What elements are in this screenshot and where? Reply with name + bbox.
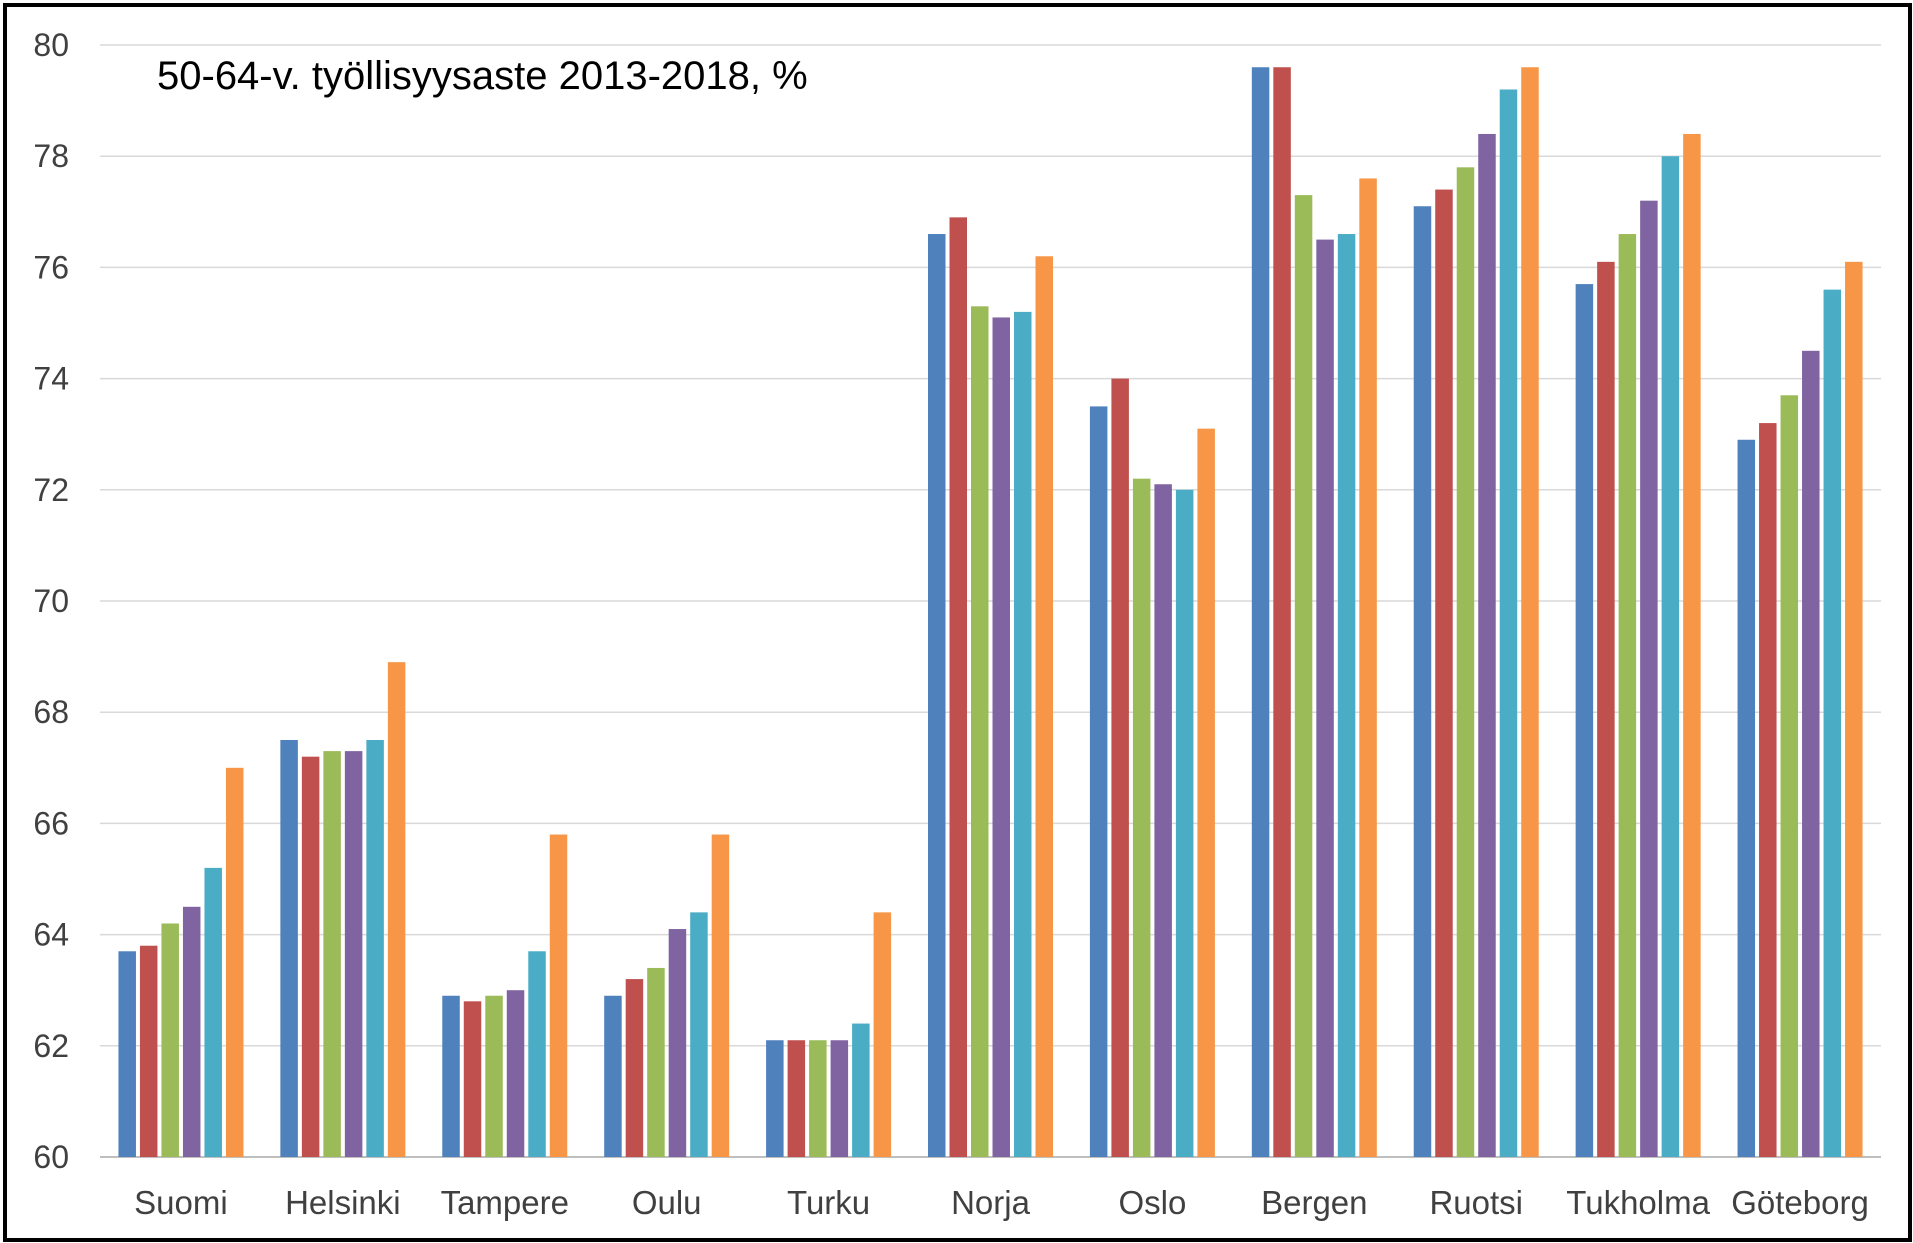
bar — [323, 751, 341, 1157]
y-tick-label: 68 — [33, 694, 69, 730]
bar — [528, 951, 546, 1157]
bar — [1316, 239, 1334, 1158]
x-category-label: Tampere — [441, 1184, 569, 1221]
bar — [1435, 189, 1453, 1157]
bar — [1111, 378, 1129, 1158]
bar — [992, 317, 1010, 1157]
bar — [1737, 439, 1756, 1157]
x-category-label: Tukholma — [1566, 1184, 1710, 1221]
y-tick-label: 70 — [33, 583, 69, 619]
bar — [604, 995, 622, 1157]
bar — [463, 1001, 482, 1157]
bar — [1359, 178, 1377, 1157]
x-category-label: Helsinki — [285, 1184, 401, 1221]
bar — [301, 756, 320, 1157]
bar — [1780, 395, 1799, 1157]
bar — [1845, 261, 1863, 1158]
x-category-label: Oulu — [632, 1184, 702, 1221]
x-category-label: Norja — [951, 1184, 1031, 1221]
y-tick-label: 74 — [33, 361, 69, 397]
chart-frame: 60 62 64 66 68 70 72 74 76 78 80 Suomi Helsinki Tamp… — [3, 3, 1912, 1242]
bar — [873, 912, 892, 1157]
x-category-label: Ruotsi — [1429, 1184, 1523, 1221]
bar — [1413, 206, 1432, 1158]
bar — [1175, 489, 1194, 1157]
bar — [204, 867, 222, 1157]
y-tick-label: 60 — [33, 1139, 69, 1175]
x-category-label: Turku — [787, 1184, 870, 1221]
x-category-label: Oslo — [1118, 1184, 1186, 1221]
y-tick-label: 66 — [33, 805, 69, 841]
y-tick-label: 72 — [33, 472, 69, 508]
y-axis-tick-labels: 60 62 64 66 68 70 72 74 76 78 80 — [33, 27, 69, 1175]
y-tick-label: 64 — [33, 917, 69, 953]
bar — [711, 834, 730, 1157]
bar — [485, 995, 503, 1157]
bar — [549, 834, 568, 1157]
bar — [1273, 67, 1291, 1158]
bar — [280, 740, 298, 1157]
bar — [1575, 284, 1594, 1158]
bar — [852, 1023, 870, 1157]
bar — [387, 662, 406, 1157]
bar — [1521, 67, 1539, 1158]
bar — [1197, 428, 1215, 1157]
bar — [225, 767, 244, 1157]
bar — [809, 1040, 827, 1157]
bar — [442, 995, 460, 1157]
bar — [1661, 156, 1680, 1157]
y-tick-label: 62 — [33, 1028, 69, 1064]
bar — [1456, 167, 1475, 1157]
bar — [1802, 350, 1820, 1157]
bar — [1337, 234, 1356, 1158]
x-category-label: Bergen — [1261, 1184, 1367, 1221]
bar-chart: 60 62 64 66 68 70 72 74 76 78 80 Suomi Helsinki Tamp… — [33, 27, 1881, 1221]
bar — [1294, 195, 1313, 1157]
bar — [1478, 133, 1496, 1158]
bar — [1683, 133, 1701, 1158]
bar — [1823, 289, 1842, 1157]
bar — [1251, 67, 1270, 1158]
bar — [366, 740, 384, 1157]
bar — [949, 217, 967, 1158]
y-tick-label: 76 — [33, 249, 69, 285]
chart-title: 50-64-v. työllisyysaste 2013-2018, % — [157, 54, 808, 98]
y-tick-label: 78 — [33, 138, 69, 174]
bar — [344, 751, 363, 1157]
bar — [506, 990, 525, 1157]
bar — [1132, 478, 1151, 1157]
bar — [1499, 89, 1518, 1158]
bar — [647, 967, 665, 1157]
bar — [1759, 423, 1777, 1158]
bar — [1089, 406, 1108, 1157]
bar — [1035, 256, 1053, 1157]
bar — [1597, 261, 1615, 1158]
bar — [787, 1040, 806, 1157]
bar — [1154, 484, 1172, 1157]
bar — [1640, 200, 1658, 1157]
bar — [690, 912, 708, 1157]
bar — [182, 906, 201, 1157]
bar — [118, 951, 136, 1157]
bar — [1618, 234, 1637, 1158]
bar — [766, 1040, 784, 1157]
bar — [625, 979, 644, 1157]
bar — [1014, 311, 1032, 1157]
bar — [139, 945, 158, 1157]
x-category-label: Suomi — [134, 1184, 228, 1221]
y-tick-label: 80 — [33, 27, 69, 63]
x-category-label: Göteborg — [1731, 1184, 1869, 1221]
bar — [928, 234, 946, 1158]
bar — [830, 1040, 849, 1157]
bar — [971, 306, 989, 1157]
bar — [668, 929, 687, 1157]
bar — [161, 923, 179, 1157]
x-axis-category-labels: Suomi Helsinki Tampere Oulu Turku Norja Oslo Be… — [134, 1184, 1869, 1221]
bars — [118, 67, 1863, 1158]
